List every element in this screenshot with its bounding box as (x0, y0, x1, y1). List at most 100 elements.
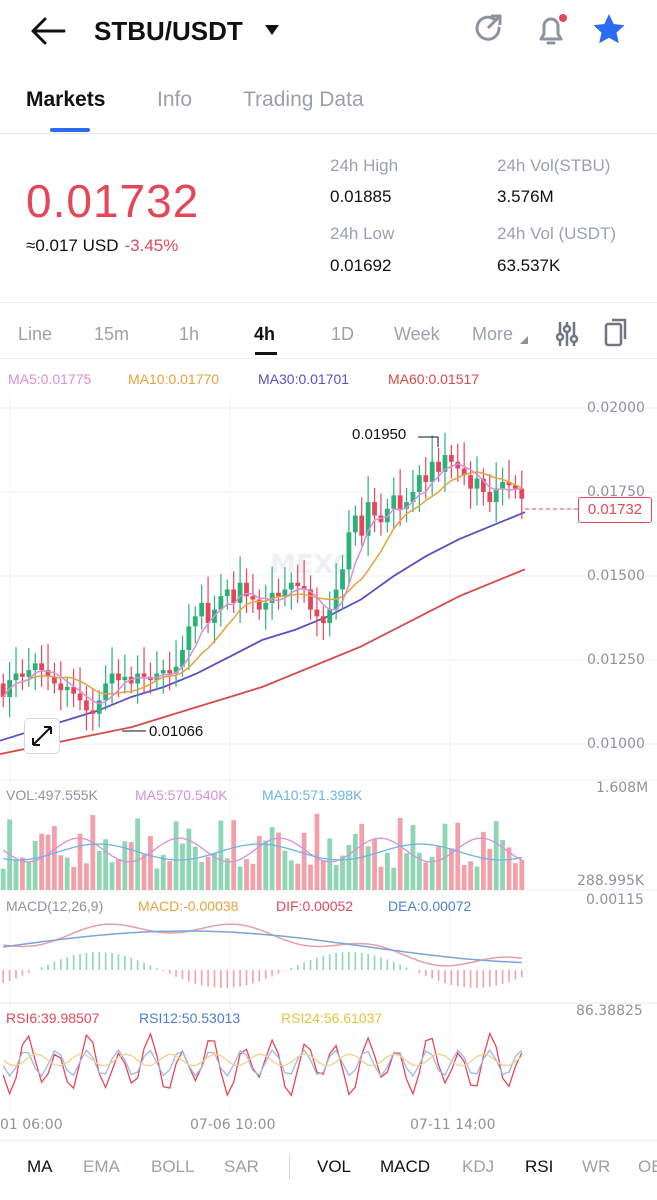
indicator-kdj[interactable]: KDJ (462, 1157, 495, 1176)
period-1d[interactable]: 1D (331, 324, 355, 344)
vol-legend: VOL:497.555K (6, 787, 98, 803)
indicator-obv[interactable]: OB (638, 1157, 657, 1176)
high-label: 24h High (330, 156, 399, 175)
volume-bar (397, 817, 403, 890)
low-label: 24h Low (330, 224, 395, 243)
ma30-legend: MA30:0.01701 (258, 371, 350, 387)
period-line[interactable]: Line (18, 324, 53, 344)
candle-body (506, 481, 512, 486)
caret-down-icon[interactable] (264, 24, 280, 36)
volume-bar (96, 851, 102, 890)
rsi24-line (2, 1053, 523, 1067)
candle-body (308, 589, 313, 610)
volume-bar (288, 860, 294, 890)
indicator-settings-icon[interactable] (554, 320, 580, 348)
period-4h[interactable]: 4h (254, 324, 276, 344)
candle-body (218, 596, 224, 610)
bell-icon[interactable] (531, 10, 571, 50)
indicator-ma[interactable]: MA (27, 1157, 53, 1176)
volume-bar (167, 861, 173, 890)
candle-body (173, 666, 179, 674)
volume-bar (429, 856, 435, 890)
expand-icon (32, 726, 52, 746)
candle-body (20, 673, 25, 677)
dif-value: DIF:0.00052 (276, 898, 354, 914)
star-icon[interactable] (591, 12, 627, 48)
volume-bar (237, 866, 243, 890)
candle-body (500, 481, 505, 489)
indicator-boll[interactable]: BOLL (151, 1157, 195, 1176)
back-arrow-icon[interactable] (28, 14, 68, 48)
pair-title[interactable]: STBU/USDT (94, 16, 243, 46)
candle-body (301, 586, 307, 590)
candle-body (90, 710, 96, 714)
time-axis-label: 07-11 14:00 (410, 1117, 496, 1133)
candle-body (404, 502, 409, 509)
volume-bar (109, 862, 115, 890)
volume-bar (212, 853, 217, 890)
tab-trading-data[interactable]: Trading Data (243, 88, 364, 111)
rsi24-value: RSI24:56.61037 (281, 1010, 383, 1026)
volume-bar (205, 856, 211, 890)
divider (0, 302, 657, 303)
candle-body (77, 693, 83, 701)
candle-body (263, 602, 269, 610)
volume-bar (154, 868, 160, 890)
volume-bar (64, 857, 70, 890)
candle-body (276, 592, 281, 597)
indicator-wr[interactable]: WR (582, 1157, 611, 1176)
ma5-legend: MA5:0.01775 (8, 371, 92, 387)
volume-bar (26, 862, 32, 890)
candle-body (480, 478, 486, 492)
price-axis-label: 0.01500 (587, 568, 645, 584)
period-15m[interactable]: 15m (94, 324, 130, 344)
volume-bar (410, 825, 416, 890)
landscape-icon[interactable] (603, 318, 629, 348)
candle-body (410, 492, 416, 503)
volume-bar (391, 867, 397, 890)
expand-button[interactable] (24, 718, 60, 754)
volume-bar (378, 866, 384, 890)
volume-bar (199, 862, 205, 890)
candle-body (365, 502, 371, 536)
candle-body (13, 673, 19, 681)
indicator-ema[interactable]: EMA (83, 1157, 120, 1176)
macd-value: MACD:-0.00038 (138, 898, 239, 914)
price-axis-label: 0.02000 (587, 400, 645, 416)
indicator-vol[interactable]: VOL (317, 1157, 352, 1176)
volume-bar (84, 863, 89, 890)
volume-bar (122, 841, 128, 890)
volume-bar (160, 854, 166, 890)
volume-bar (231, 820, 237, 890)
volume-bar (327, 838, 333, 890)
volume-bar (308, 864, 313, 890)
period-week[interactable]: Week (394, 324, 440, 344)
volume-bar (512, 863, 518, 890)
volume-bar (506, 847, 512, 890)
volume-bar (519, 859, 525, 890)
volume-bar (384, 852, 390, 890)
candle-body (26, 670, 32, 677)
candle-body (436, 461, 441, 472)
low-value: 0.01692 (330, 256, 392, 275)
volume-bar (116, 858, 121, 890)
rsi6-line (2, 1031, 523, 1097)
period-1h[interactable]: 1h (179, 324, 200, 344)
candle-body (340, 569, 345, 590)
candle-body (58, 683, 64, 691)
candle-body (103, 683, 109, 701)
candle-body (71, 686, 77, 694)
indicator-rsi[interactable]: RSI (525, 1157, 554, 1176)
candle-body (391, 495, 397, 509)
indicator-sar[interactable]: SAR (224, 1157, 259, 1176)
indicator-macd[interactable]: MACD (380, 1157, 431, 1176)
volume-bar (480, 831, 486, 890)
tab-markets[interactable]: Markets (26, 88, 106, 111)
tab-info[interactable]: Info (157, 88, 193, 111)
share-icon[interactable] (471, 12, 507, 48)
candle-body (493, 488, 499, 503)
volume-bar (301, 832, 307, 890)
period-more[interactable]: More (472, 324, 514, 344)
kline-chart[interactable]: MEXC (0, 392, 657, 1140)
volume-bar (365, 846, 371, 890)
